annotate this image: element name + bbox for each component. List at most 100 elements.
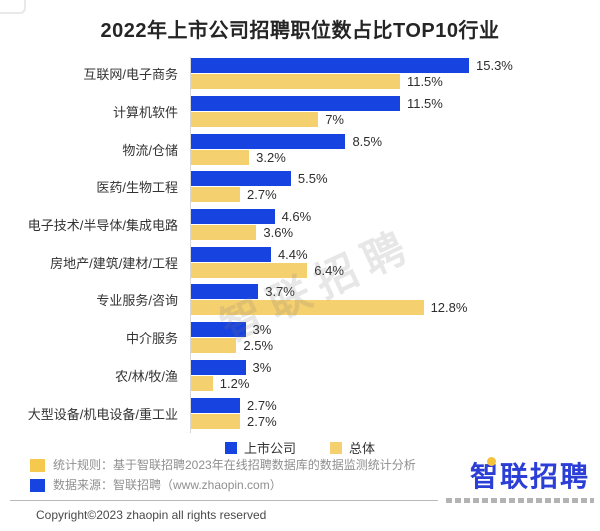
bar-group: 4.4% 6.4% (185, 246, 600, 279)
bar (191, 413, 241, 429)
legend-swatch-icon (330, 441, 342, 454)
category-label: 房地产/建筑/建材/工程 (50, 255, 178, 271)
chart-row: 农/林/牧/渔 3% 1.2% (0, 357, 600, 395)
bar-line: 2.5% (191, 338, 600, 354)
footnote-text: 数据来源：智联招聘（www.zhaopin.com） (53, 478, 282, 492)
bar-line: 3.2% (191, 149, 600, 165)
value-label: 4.4% (277, 246, 308, 262)
zhaopin-logo: 智联招聘 (470, 455, 590, 495)
value-label: 12.8% (430, 300, 468, 316)
chart-row: 电子技术/半导体/集成电路 4.6% 3.6% (0, 206, 600, 244)
footer-divider (10, 500, 438, 501)
chart-row: 大型设备/机电设备/重工业 2.7% 2.7% (0, 394, 600, 432)
legend-swatch-icon (224, 441, 237, 454)
bar-line: 2.7% (191, 397, 600, 413)
zhaopin-logo-text: 智联招聘 (469, 461, 590, 492)
legend-item: 总体 (330, 438, 375, 457)
value-label: 3% (252, 359, 272, 375)
bar (191, 96, 400, 112)
bar-line: 15.3% (191, 58, 600, 74)
footnote-bullet-icon (30, 459, 45, 472)
legend: 上市公司 总体 (0, 438, 600, 457)
bar-group: 5.5% 2.7% (185, 170, 600, 203)
bar (191, 58, 469, 74)
bar-line: 4.4% (191, 246, 600, 262)
category-label: 计算机软件 (112, 105, 178, 121)
value-label: 2.7% (247, 397, 277, 413)
bar-chart: 互联网/电子商务 15.3% 11.5% 计算机软件 11.5% 7% 物流/仓… (0, 55, 600, 433)
value-label: 1.2% (219, 375, 250, 391)
value-label: 3.6% (263, 225, 294, 241)
category-label: 中介服务 (125, 331, 178, 347)
bar-line: 8.5% (191, 133, 600, 149)
chart-row: 房地产/建筑/建材/工程 4.4% 6.4% (0, 243, 600, 281)
bar-line: 5.5% (191, 171, 600, 187)
copyright-text: Copyright©2023 zhaopin all rights reserv… (36, 508, 267, 522)
value-label: 3.7% (265, 284, 295, 300)
value-label: 5.5% (297, 171, 328, 187)
chart-row: 物流/仓储 8.5% 3.2% (0, 130, 600, 168)
value-label: 15.3% (476, 58, 513, 74)
bar-line: 7% (191, 112, 600, 128)
bar (191, 112, 319, 128)
category-label: 医药/生物工程 (96, 180, 178, 196)
bar (191, 209, 275, 225)
category-label: 大型设备/机电设备/重工业 (27, 406, 178, 422)
bar-line: 1.2% (191, 375, 600, 391)
category-label: 农/林/牧/渔 (115, 368, 178, 384)
bar-line: 3.6% (191, 225, 600, 241)
bar-group: 3.7% 12.8% (185, 283, 600, 316)
footnotes: 统计规则：基于智联招聘2023年在线招聘数据库的数据监测统计分析 数据来源：智联… (30, 458, 416, 498)
value-label: 7% (325, 112, 344, 128)
bar-chart-rows: 互联网/电子商务 15.3% 11.5% 计算机软件 11.5% 7% 物流/仓… (0, 55, 600, 432)
logo-dot-icon (486, 457, 496, 466)
legend-item: 上市公司 (224, 438, 296, 457)
bar (191, 171, 291, 187)
category-label: 专业服务/咨询 (96, 293, 178, 309)
value-label: 11.5% (406, 74, 443, 90)
corner-artifact (0, 0, 26, 14)
bar (191, 300, 424, 316)
chart-row: 互联网/电子商务 15.3% 11.5% (0, 55, 600, 93)
chart-row: 计算机软件 11.5% 7% (0, 93, 600, 131)
bar (191, 375, 213, 391)
bar-line: 4.6% (191, 209, 600, 225)
value-label: 3% (252, 322, 272, 338)
bar (191, 225, 257, 241)
bar-line: 3% (191, 359, 600, 375)
footnote-bullet-icon (30, 479, 45, 492)
value-label: 2.7% (247, 413, 277, 429)
bar-line: 3% (191, 322, 600, 338)
footnote: 统计规则：基于智联招聘2023年在线招聘数据库的数据监测统计分析 (30, 458, 416, 473)
value-label: 2.7% (247, 187, 277, 203)
value-label: 4.6% (281, 209, 312, 225)
bar-group: 3% 1.2% (185, 359, 600, 392)
chart-row: 医药/生物工程 5.5% 2.7% (0, 168, 600, 206)
bar (191, 322, 246, 338)
bar-line: 12.8% (191, 300, 600, 316)
bar-line: 11.5% (191, 96, 600, 112)
legend-label: 上市公司 (243, 441, 296, 456)
footnote: 数据来源：智联招聘（www.zhaopin.com） (30, 478, 416, 493)
chart-row: 中介服务 3% 2.5% (0, 319, 600, 357)
bar (191, 359, 246, 375)
value-label: 11.5% (406, 96, 443, 112)
bar-line: 2.7% (191, 413, 600, 429)
bar-group: 2.7% 2.7% (185, 397, 600, 430)
chart-row: 专业服务/咨询 3.7% 12.8% (0, 281, 600, 319)
bar-line: 6.4% (191, 262, 600, 278)
bar (191, 133, 346, 149)
bar (191, 262, 308, 278)
bar-line: 2.7% (191, 187, 600, 203)
bar-line: 11.5% (191, 74, 600, 90)
bar-line: 3.7% (191, 284, 600, 300)
logo-fine-print (446, 498, 594, 503)
bar (191, 284, 259, 300)
value-label: 8.5% (352, 133, 383, 149)
bar (191, 246, 271, 262)
bar (191, 397, 241, 413)
bar-group: 8.5% 3.2% (185, 133, 600, 166)
bar (191, 74, 400, 90)
footnote-text: 统计规则：基于智联招聘2023年在线招聘数据库的数据监测统计分析 (53, 458, 416, 472)
